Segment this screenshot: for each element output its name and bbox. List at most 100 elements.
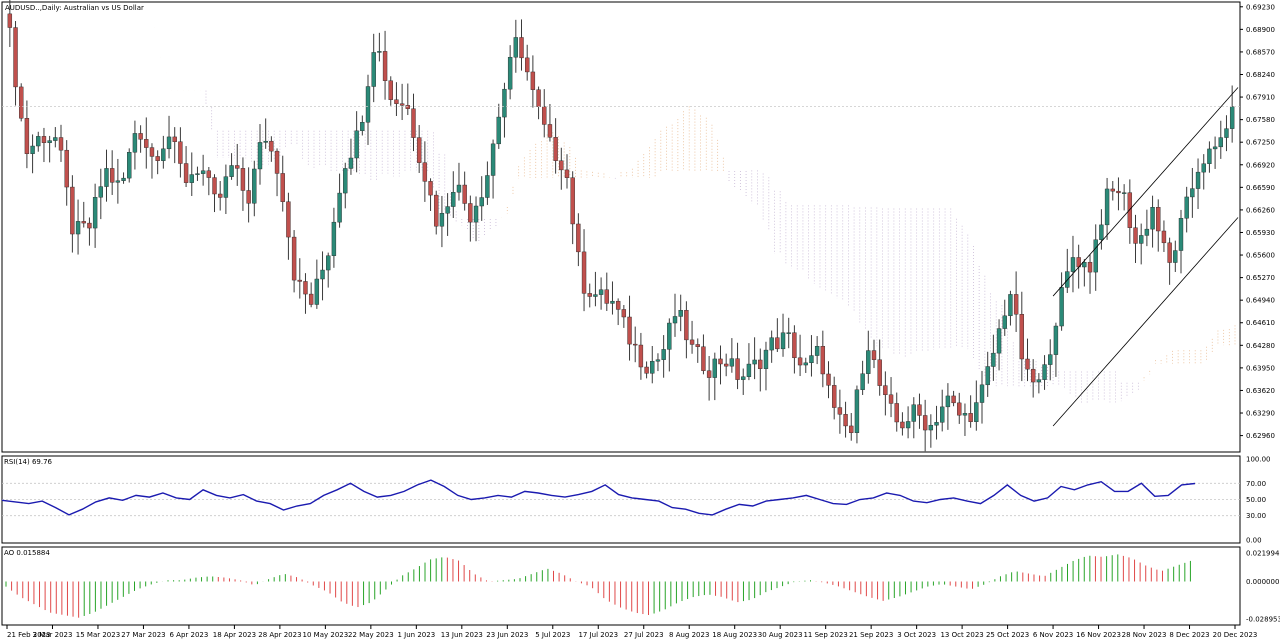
candle [1099,209,1104,250]
candle [1144,209,1150,247]
candle-body-bear [883,385,888,396]
candle-body-bull [991,352,996,367]
candle-body-bull [593,294,598,297]
candle [871,339,877,369]
candle-body-bear [792,332,797,359]
x-tick-label: 21 Sep 2023 [849,631,893,639]
candle [64,140,69,206]
candle [121,172,126,184]
candle [1178,209,1184,274]
candle [559,147,564,190]
candle [519,19,524,71]
candle [684,301,689,359]
x-tick-label: 3 Oct 2023 [897,631,936,639]
candle [70,175,75,253]
candle-body-bull [866,350,871,374]
candle-body-bear [837,407,843,415]
candle [746,343,752,381]
candle-body-bull [257,142,263,170]
candle [826,361,831,399]
candle-body-bull [1053,325,1059,355]
x-tick-label: 28 Apr 2023 [258,631,301,639]
candle-body-bull [445,206,450,214]
candle-body-bull [365,86,371,123]
candle-body-bull [451,192,456,207]
candle-body-bear [155,156,160,161]
candle-body-bull [502,88,507,118]
candle [399,83,405,121]
candle-body-bear [382,51,388,81]
candle-body-bear [462,184,467,204]
price-frame [1,1,1241,453]
candle [53,127,58,148]
candle [1190,167,1195,218]
candle [178,127,183,178]
candle-body-bull [377,51,382,53]
ao-ytick-label: 0.021994 [1246,550,1280,558]
price-ytick-label: 0.69230 [1246,3,1275,11]
x-tick-label: 20 Dec 2023 [1213,631,1258,639]
candle-body-bull [326,255,331,271]
candle-body-bull [507,56,513,90]
candle-body-bull [1082,261,1087,268]
candle [337,173,342,228]
candle [1093,224,1098,291]
candle-body-bear [246,190,251,204]
candle-body-bear [1116,190,1121,194]
price-pane: 0.69230 0.68900 0.68570 0.68240 0.67910 0.675… [1,0,1275,453]
candle-body-bear [416,137,422,163]
candle [1139,223,1144,265]
candle-body-bull [712,358,717,378]
candle [769,330,774,363]
candle-body-bear [1013,294,1019,315]
candle [428,178,433,211]
candle [377,32,382,62]
candle-body-bull [962,413,968,416]
candle-body-bear [1110,188,1115,192]
candle [127,148,132,183]
candle [729,338,735,373]
candle-body-bull [974,402,979,422]
candle-body-bull [1002,315,1007,329]
candle [422,141,428,202]
price-ytick-label: 0.66590 [1246,184,1275,192]
price-ytick-label: 0.65930 [1246,229,1275,237]
candle-body-bull [1178,218,1184,251]
candle [240,157,246,211]
candle [348,138,354,175]
candle-body-bull [667,322,672,350]
trend-channel-line [1052,217,1239,427]
candle [371,33,376,103]
candle-body-bear [1030,368,1036,383]
candle-body-bear [718,358,723,365]
candle-body-bear [519,37,524,59]
candle-body-bear [81,221,86,224]
candle [1013,271,1019,332]
price-ytick-label: 0.68900 [1246,26,1275,34]
candle [468,195,473,242]
candle [968,395,973,428]
candle-body-bear [24,118,30,154]
candle-body-bull [934,422,939,426]
candle [945,383,951,430]
candle [644,361,649,379]
candle-body-bear [900,421,905,429]
candle-body-bull [337,192,342,223]
candle [1053,322,1059,377]
candle [183,146,189,187]
candle [308,282,314,308]
candle-body-bear [553,137,558,161]
candle-body-bull [1218,137,1223,148]
candle [320,251,325,301]
candle [1036,373,1042,394]
candle-body-bull [1144,228,1150,236]
x-tick-label: 21 Feb 2023 [7,631,51,639]
candle [883,371,888,416]
candle-body-bull [1201,163,1206,173]
ao-pane: 0.021994 0.000000 -0.028953 [1,546,1280,626]
candle-body-bull [741,376,746,380]
x-tick-label: 5 Jul 2023 [535,631,570,639]
x-tick-label: 11 Sep 2023 [803,631,847,639]
candle-body-bear [1133,227,1138,244]
candle [678,294,683,332]
